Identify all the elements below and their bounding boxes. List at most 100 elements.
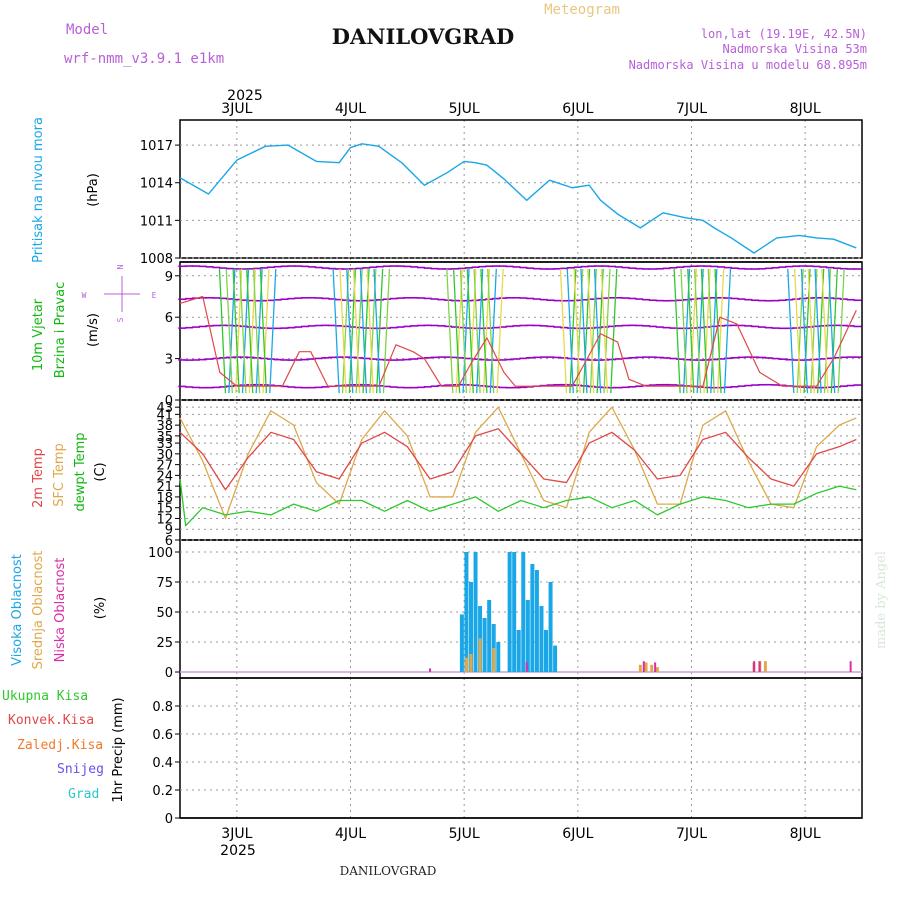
temp-axis-tick-label: 35 <box>156 430 173 445</box>
high-cloud-bar <box>539 606 544 672</box>
wind-arrow <box>232 268 240 394</box>
precip-total-label: Ukupna Kisa <box>2 689 88 704</box>
mid-cloud-bar <box>763 661 767 672</box>
day-label-bottom: 6JUL <box>562 826 593 842</box>
temp-label-2: SFC Temp <box>52 443 67 507</box>
temp-axis-tick-label: 24 <box>156 469 173 484</box>
precip-axis-tick-label: 0.2 <box>152 784 173 799</box>
plot-layer: 3JUL 3JUL 4JUL 4JUL 5JUL 5JUL 6JUL 6JUL 7JUL 7JUL… <box>140 101 863 842</box>
wind-arrow <box>821 268 829 394</box>
wind-arrow <box>693 268 702 394</box>
wind-arrow <box>375 268 384 394</box>
temp-axis-tick-label: 6 <box>165 534 173 549</box>
wind-arrow <box>480 268 488 394</box>
day-label-top: 7JUL <box>676 101 707 117</box>
wind-arrow <box>366 268 374 394</box>
temp-axis-tick-label: 27 <box>156 459 173 474</box>
day-label-bottom: 7JUL <box>676 826 707 842</box>
wind-arrow <box>723 268 732 394</box>
wind-arrow <box>680 268 688 394</box>
pressure-line <box>179 143 857 254</box>
mid-cloud-bar <box>469 654 473 672</box>
wind-arrow <box>793 268 802 394</box>
wind-arrow <box>339 268 347 394</box>
year-bottom: 2025 <box>220 843 256 859</box>
cloud-axis-tick-label: 75 <box>156 576 173 591</box>
wind-arrow <box>787 268 795 394</box>
meteogram-label: Meteogram <box>544 2 620 18</box>
dewpt-line <box>179 478 857 527</box>
wind-arrow <box>559 268 568 394</box>
temp-frame <box>179 399 863 541</box>
wind-arrow <box>496 268 504 394</box>
wind-arrow <box>252 268 261 394</box>
cloud-frame <box>179 539 863 679</box>
compass-e: E <box>152 291 157 300</box>
cloud-axis-tick-label: 25 <box>156 636 173 651</box>
pressure-axis-tick-label: 1008 <box>140 252 173 267</box>
temp-axis-tick-label: 21 <box>156 480 173 495</box>
high-cloud-bar <box>534 570 539 672</box>
altitude-label: Nadmorska Visina 53m <box>723 42 868 56</box>
wind-compass: N S W E <box>82 264 157 322</box>
wind-arrow <box>487 268 495 394</box>
mid-cloud-bar <box>638 664 642 672</box>
temp-axis-tick-label: 12 <box>156 512 173 527</box>
precip-hail-label: Grad <box>68 787 99 802</box>
high-cloud-bar <box>553 645 558 672</box>
high-cloud-bar <box>487 600 492 672</box>
wind-arrow <box>837 268 845 394</box>
high-cloud-bar <box>512 552 517 672</box>
precip-axis-tick-label: 0.8 <box>152 700 173 715</box>
wind-arrow <box>566 268 574 394</box>
low-cloud-bar <box>758 661 761 672</box>
wind-arrow <box>452 268 461 394</box>
temp-axis-tick-label: 15 <box>156 502 173 517</box>
wind-axis-tick-label: 9 <box>165 270 173 285</box>
wind-arrow <box>352 268 361 394</box>
wind-arrow <box>218 268 227 394</box>
high-cloud-bar <box>473 552 478 672</box>
day-label-top: 5JUL <box>449 101 480 117</box>
wind-arrow <box>269 268 277 394</box>
high-cloud-bar <box>548 582 553 672</box>
pressure-label: Pritisak na nivou mora <box>31 117 46 263</box>
wind-arrow <box>466 268 474 394</box>
mid-cloud-bar <box>478 638 482 672</box>
day-label-bottom: 8JUL <box>790 826 821 842</box>
low-cloud-bar <box>525 662 528 672</box>
cloud-unit: (%) <box>93 597 108 620</box>
mid-cloud-bar <box>464 657 468 672</box>
day-label-top: 8JUL <box>790 101 821 117</box>
precip-conv-label: Konvek.Kisa <box>8 713 94 728</box>
cloud-axis-tick-label: 50 <box>156 606 173 621</box>
compass-w: W <box>82 291 87 300</box>
temp-axis-tick-label: 38 <box>156 419 173 434</box>
day-label-bottom: 4JUL <box>335 826 366 842</box>
compass-s: S <box>116 317 125 322</box>
wind-arrow <box>807 268 815 394</box>
temp-axis-tick-label: 18 <box>156 491 173 506</box>
temp-axis-tick-label: 30 <box>156 448 173 463</box>
pressure-axis-tick-label: 1014 <box>140 177 173 192</box>
cloud-axis-tick-label: 100 <box>148 546 173 561</box>
high-cloud-bar <box>459 614 464 672</box>
high-cloud-bar <box>544 630 549 672</box>
wind-arrow <box>489 268 497 394</box>
wind-axis-tick-label: 0 <box>165 394 173 409</box>
wind-arrow <box>600 268 609 394</box>
wind-arrow <box>446 268 454 394</box>
pressure-axis-tick-label: 1011 <box>140 214 173 229</box>
day-label-bottom: 3JUL <box>221 826 252 842</box>
station-title: DANILOVGRAD <box>332 24 514 49</box>
high-cloud-bar <box>530 564 535 672</box>
pressure-unit: (hPa) <box>86 173 101 207</box>
low-cloud-bar <box>654 662 657 672</box>
temp-axis-tick-label: 43 <box>156 401 173 416</box>
high-cloud-bar <box>496 642 501 672</box>
wind-axis-tick-label: 3 <box>165 353 173 368</box>
day-label-top: 4JUL <box>335 101 366 117</box>
model-name: wrf-nmm_v3.9.1 e1km <box>64 51 224 67</box>
model-label: Model <box>66 22 108 38</box>
